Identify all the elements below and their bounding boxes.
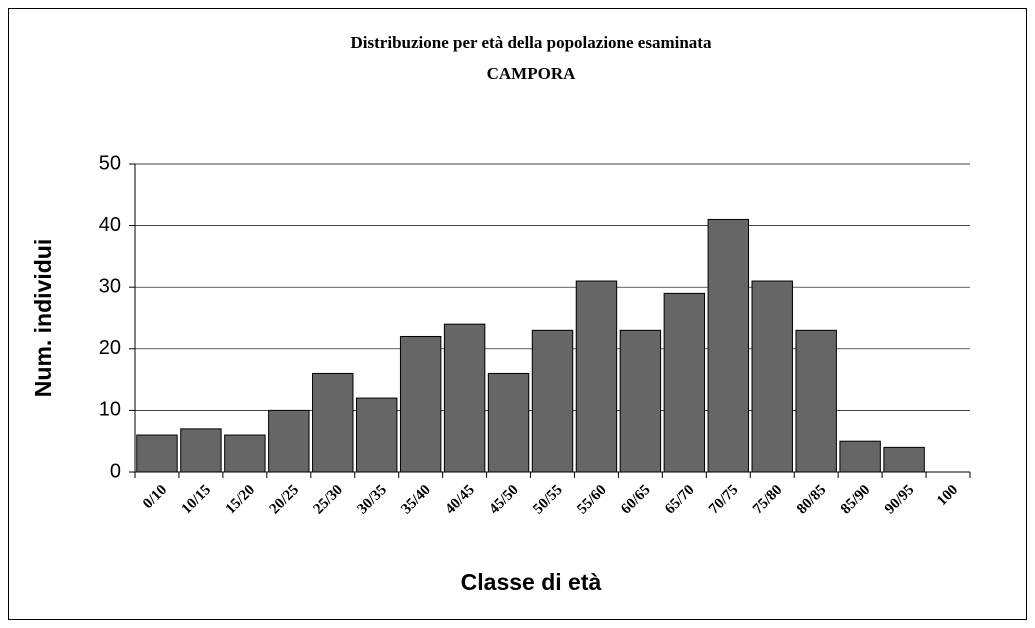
bar [531,329,574,473]
bar [795,329,837,473]
y-tick-label: 40 [99,214,121,236]
y-axis-label: Num. individui [30,239,56,397]
bar [575,280,618,473]
bar [619,329,662,473]
bar [312,372,354,473]
y-tick-label: 20 [99,337,121,359]
bar [355,397,398,473]
bar [180,428,222,473]
bar [399,335,442,473]
bar [751,280,793,473]
bar [883,446,925,473]
chart-title: Distribuzione per età della popolazione … [351,33,712,52]
bar [707,218,750,473]
bar [487,372,530,473]
bar [136,434,178,473]
chart-subtitle: CAMPORA [487,64,576,83]
x-axis-label: Classe di età [461,569,602,595]
bar [839,440,881,473]
y-tick-label: 0 [110,460,121,482]
bar [224,434,266,473]
y-tick-label: 10 [99,399,121,421]
y-tick-label: 50 [99,152,121,174]
bar [663,292,706,473]
y-tick-label: 30 [99,275,121,297]
bar [268,409,310,473]
chart-border [8,8,1027,620]
bar [443,323,486,473]
